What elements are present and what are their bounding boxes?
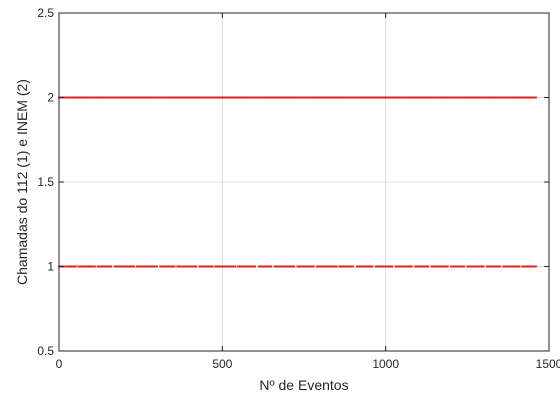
data-point	[270, 265, 273, 268]
data-point	[391, 265, 394, 268]
x-tick-label: 1000	[372, 357, 399, 371]
y-tick-label: 1	[47, 260, 54, 274]
data-point	[499, 265, 501, 268]
data-point	[234, 265, 237, 268]
data-points	[58, 96, 537, 268]
data-point	[371, 265, 374, 268]
data-point	[535, 96, 537, 99]
series-2	[58, 265, 537, 268]
data-point	[133, 265, 136, 268]
data-point	[410, 265, 413, 268]
data-point	[195, 265, 198, 268]
data-point	[352, 265, 354, 268]
data-point	[335, 265, 338, 268]
x-axis-label: Nº de Eventos	[259, 377, 348, 393]
data-point	[110, 265, 113, 268]
series-1	[58, 96, 537, 99]
x-tick-label: 0	[56, 357, 63, 371]
data-point	[173, 265, 176, 268]
data-point	[463, 265, 465, 268]
data-point	[254, 265, 256, 268]
data-point	[446, 265, 449, 268]
y-tick-label: 2.5	[37, 6, 54, 20]
data-point	[427, 265, 430, 268]
data-point	[482, 265, 485, 268]
data-point	[211, 265, 214, 268]
y-tick-label: 0.5	[37, 344, 54, 358]
axis-ticks: 0 500 1000 1500 0.5 1 1.5 2 2.5	[37, 6, 560, 371]
y-tick-label: 1.5	[37, 175, 54, 189]
data-point	[63, 265, 66, 268]
x-tick-label: 1500	[536, 357, 560, 371]
data-point	[156, 265, 158, 268]
data-point	[312, 265, 315, 268]
data-point	[518, 265, 521, 268]
data-point	[535, 265, 537, 268]
x-tick-label: 500	[212, 357, 232, 371]
data-point	[75, 265, 77, 268]
data-point	[293, 265, 296, 268]
data-point	[94, 265, 96, 268]
y-axis-label: Chamadas do 112 (1) e INEM (2)	[14, 79, 30, 285]
y-tick-label: 2	[47, 91, 54, 105]
grid	[59, 13, 549, 351]
